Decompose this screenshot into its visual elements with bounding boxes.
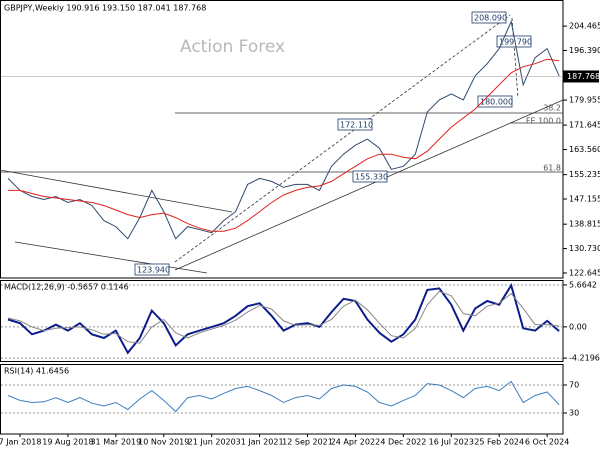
y-tick-label: 30	[569, 409, 579, 418]
x-tick-label: 21 Jun 2020	[188, 438, 236, 447]
y-tick-label: 130.730	[569, 244, 600, 253]
fib-label: FE 100.0	[526, 117, 561, 126]
fib-label: 38.2	[543, 104, 561, 113]
y-tick-label: 155.235	[569, 170, 600, 179]
annotation: 172.110	[340, 121, 373, 130]
x-tick-label: 6 Oct 2024	[525, 438, 569, 447]
y-tick-label: 5.6642	[569, 280, 597, 289]
macd-title: MACD(12,26,9) -0.5657 0.1146	[4, 283, 129, 292]
fib-label: 61.8	[543, 164, 561, 173]
last-price-box	[563, 70, 599, 83]
x-tick-label: 25 Feb 2024	[474, 438, 524, 447]
annotation: 155.330	[355, 173, 388, 182]
y-tick-label: 147.155	[569, 195, 600, 204]
x-tick-label: 7 Jan 2018	[0, 438, 41, 447]
trend-lines	[0, 14, 564, 274]
y-tick-label: 122.645	[569, 268, 600, 277]
rsi-panel	[0, 364, 564, 435]
y-tick-label: 204.465	[569, 22, 600, 31]
series-line	[7, 282, 560, 355]
annotation: 123.940	[137, 266, 170, 275]
x-tick-label: 19 Aug 2018	[42, 438, 93, 447]
last-price-label: 187.768	[567, 72, 600, 81]
y-tick-label: 163.560	[569, 145, 600, 154]
x-tick-label: 4 Dec 2022	[380, 438, 426, 447]
y-tick-label: 70	[569, 381, 579, 390]
series-line	[8, 58, 560, 232]
watermark: Action Forex	[180, 37, 285, 57]
series-line	[7, 380, 560, 413]
x-tick-label: 12 Sep 2021	[282, 438, 333, 447]
x-tick-label: 10 Nov 2019	[138, 438, 189, 447]
macd-panel	[0, 280, 564, 362]
y-tick-label: -4.2196	[569, 354, 600, 363]
y-tick-label: 0.00	[569, 322, 587, 331]
x-tick-label: 31 Jan 2021	[236, 438, 284, 447]
y-tick-label: 138.815	[569, 220, 600, 229]
x-tick-label: 24 Apr 2022	[331, 438, 380, 447]
rsi-title: RSI(14) 41.6456	[4, 367, 69, 376]
y-tick-label: 171.645	[569, 121, 600, 130]
price-panel	[0, 0, 564, 279]
series-line	[7, 290, 560, 344]
series-line	[7, 19, 560, 240]
x-tick-label: 31 Mar 2019	[90, 438, 141, 447]
chart-title: GBPJPY,Weekly 190.916 193.150 187.041 18…	[4, 4, 206, 13]
y-tick-label: 196.390	[569, 46, 600, 55]
annotation: 208.090	[474, 14, 507, 23]
annotation: 180.000	[480, 98, 513, 107]
y-tick-label: 179.955	[569, 96, 600, 105]
x-tick-label: 16 Jul 2023	[429, 438, 474, 447]
